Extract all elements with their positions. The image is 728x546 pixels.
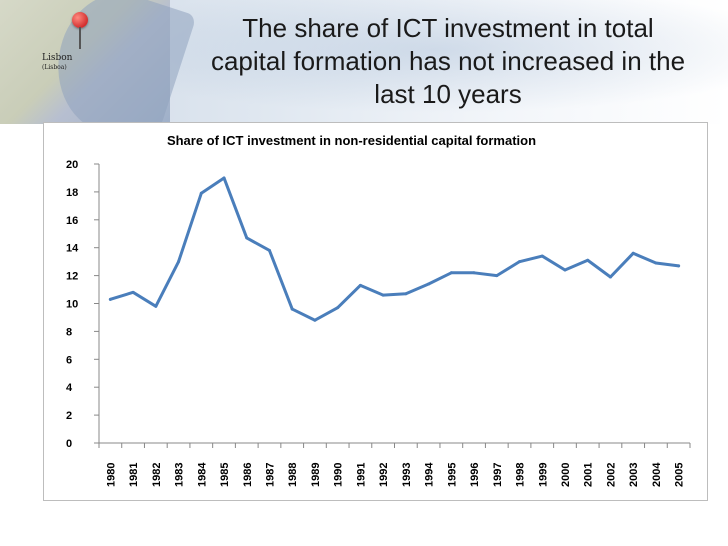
x-tick-label: 1991 (355, 463, 367, 487)
x-tick-label: 1994 (424, 462, 436, 487)
data-point (677, 264, 681, 268)
data-point (404, 292, 408, 296)
data-point (631, 251, 635, 255)
map-city-label: Lisbon (Lisboa) (42, 54, 72, 72)
data-point (313, 318, 317, 322)
data-point (427, 282, 431, 286)
x-tick-label: 1998 (515, 463, 527, 487)
data-point (108, 297, 112, 301)
x-tick-label: 1992 (378, 463, 390, 487)
map-city-name: Lisbon (42, 53, 73, 63)
x-tick-label: 1999 (537, 463, 549, 487)
y-tick-label: 6 (66, 354, 72, 366)
x-tick-label: 2001 (583, 463, 595, 487)
map-image: Lisbon (Lisboa) (0, 0, 197, 124)
data-point (518, 260, 522, 264)
data-point (245, 236, 249, 240)
x-tick-label: 1982 (151, 463, 163, 487)
line-chart: 0 2 4 6 8 10 12 14 16 18 20 1980 1981 1982 1983 1984 198… (66, 159, 691, 487)
x-tick-label: 1995 (446, 463, 458, 487)
data-point (267, 248, 271, 252)
data-point (495, 274, 499, 278)
x-tick-label: 1989 (310, 463, 322, 487)
data-point (563, 268, 567, 272)
data-point (177, 260, 181, 264)
data-point (540, 254, 544, 258)
x-tick-label: 1988 (287, 463, 299, 487)
data-point (131, 290, 135, 294)
x-tick-label: 2005 (674, 463, 686, 487)
slide-title-line-2: capital formation has not increased in t… (210, 46, 686, 76)
x-tick-label: 1997 (492, 463, 504, 487)
data-point (222, 176, 226, 180)
y-tick-label: 20 (66, 159, 78, 171)
data-point (358, 283, 362, 287)
y-tick-label: 2 (66, 410, 72, 422)
y-tick-label: 10 (66, 299, 78, 311)
slide-title-line-3: last 10 years (374, 79, 522, 109)
x-tick-label: 2003 (628, 463, 640, 487)
x-tick-label: 1993 (401, 463, 413, 487)
data-point (654, 261, 658, 265)
map-pin-icon (72, 12, 88, 49)
x-tick-label: 1990 (333, 463, 345, 487)
y-tick-label: 16 (66, 215, 78, 227)
x-tick-label: 1980 (105, 463, 117, 487)
chart-title: Share of ICT investment in non-residenti… (166, 133, 537, 148)
x-tick-label: 1981 (128, 463, 140, 487)
x-tick-label: 1996 (469, 463, 481, 487)
slide-title-line-1: The share of ICT investment in total (242, 13, 654, 43)
title-banner: Lisbon (Lisboa) The share of ICT investm… (0, 0, 728, 124)
series-line (108, 176, 681, 322)
y-tick-label: 4 (66, 382, 73, 394)
x-tick-label: 1984 (196, 462, 208, 487)
x-tick-label: 1987 (264, 463, 276, 487)
data-point (472, 271, 476, 275)
data-point (336, 306, 340, 310)
y-tick-label: 14 (66, 243, 79, 255)
data-point (199, 191, 203, 195)
x-tick-label: 2004 (651, 462, 663, 487)
data-point (449, 271, 453, 275)
x-tick-label: 1985 (219, 463, 231, 487)
data-point (586, 258, 590, 262)
y-tick-label: 0 (66, 438, 72, 450)
y-tick-label: 18 (66, 187, 78, 199)
y-tick-label: 8 (66, 326, 72, 338)
x-tick-label: 2000 (560, 463, 572, 487)
data-point (290, 307, 294, 311)
x-tick-label: 1983 (174, 463, 186, 487)
data-point (381, 293, 385, 297)
chart-frame: Share of ICT investment in non-residenti… (43, 122, 708, 501)
map-city-subname: (Lisboa) (42, 64, 67, 71)
slide-title: The share of ICT investment in total cap… (172, 12, 724, 111)
data-point (154, 304, 158, 308)
data-point (608, 275, 612, 279)
x-tick-label: 1986 (242, 463, 254, 487)
y-tick-label: 12 (66, 271, 78, 283)
x-tick-label: 2002 (605, 463, 617, 487)
